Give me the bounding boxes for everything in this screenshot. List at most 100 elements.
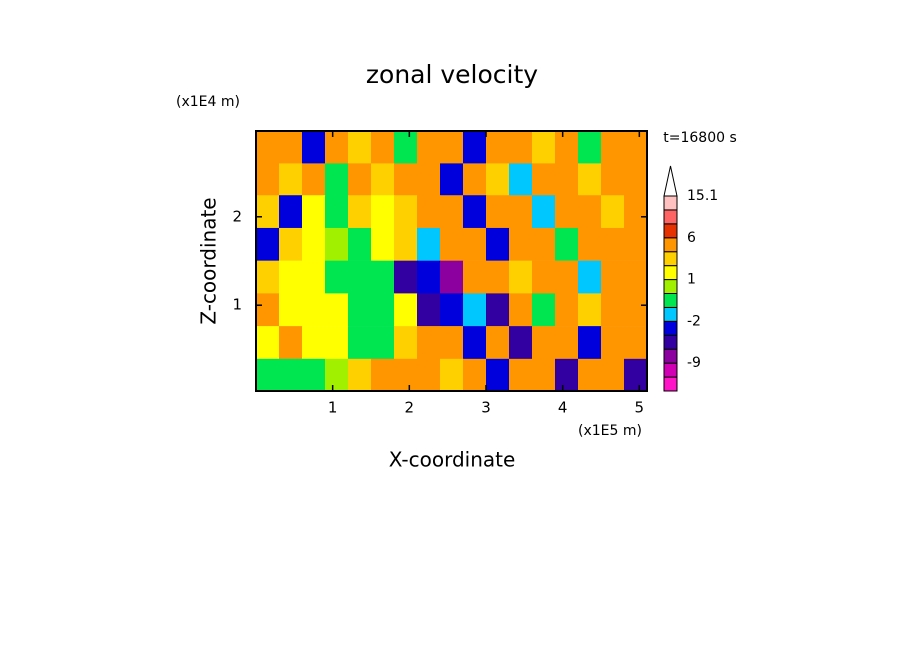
field-cell (532, 260, 556, 294)
field-cell (532, 326, 556, 360)
field-cell (302, 163, 326, 197)
field-cell (279, 358, 303, 392)
field-cell (486, 358, 510, 392)
field-cell (578, 293, 602, 327)
y-unit: (x1E4 m) (176, 94, 240, 110)
field-cell (509, 227, 533, 261)
colorbar-label: 15.1 (687, 188, 718, 204)
field-cell (279, 195, 303, 229)
field-cell (532, 163, 556, 197)
field-cell (394, 130, 418, 164)
field-cell (325, 326, 349, 360)
field-cell (417, 260, 441, 294)
field-cell (532, 227, 556, 261)
field-cell (440, 195, 464, 229)
field-cell (348, 195, 372, 229)
colorbar-label: -2 (687, 313, 701, 329)
field-cell (509, 260, 533, 294)
time-label: t=16800 s (663, 130, 737, 146)
x-axis-label: X-coordinate (389, 448, 516, 472)
field-cell (279, 227, 303, 261)
colorbar-label: 6 (687, 230, 696, 246)
field-cell (394, 260, 418, 294)
y-axis-label: Z-coordinate (197, 197, 221, 324)
y-tick-label: 2 (232, 207, 242, 225)
field-cell (371, 358, 395, 392)
field-cell (486, 326, 510, 360)
field-cell (256, 358, 280, 392)
field-cell (601, 163, 625, 197)
field-cell (371, 293, 395, 327)
field-cell (624, 130, 648, 164)
field-cell (509, 358, 533, 392)
field-cell (463, 195, 487, 229)
field-cell (394, 227, 418, 261)
field-cell (417, 195, 441, 229)
x-tick-label: 5 (635, 399, 645, 417)
field-cell (601, 358, 625, 392)
field-cell (302, 227, 326, 261)
x-tick-label: 4 (558, 399, 568, 417)
field-cell (348, 227, 372, 261)
field-cell (325, 358, 349, 392)
field-cell (256, 326, 280, 360)
colorbar-label: 1 (687, 272, 696, 288)
field-cell (302, 326, 326, 360)
field-cell (417, 358, 441, 392)
field-cell (555, 163, 579, 197)
field-cell (601, 260, 625, 294)
field-cell (279, 260, 303, 294)
field-cell (302, 293, 326, 327)
colorbar-box (663, 334, 678, 350)
field-cell (302, 358, 326, 392)
colorbar-box (663, 306, 678, 322)
colorbar-box (663, 376, 678, 392)
field-cell (463, 227, 487, 261)
field-cell (348, 358, 372, 392)
field-cell (601, 195, 625, 229)
field-cell (555, 358, 579, 392)
field-cell (578, 195, 602, 229)
field-cell (624, 326, 648, 360)
field-cell (325, 293, 349, 327)
field-cell (601, 227, 625, 261)
field-cell (624, 260, 648, 294)
x-tick-label: 1 (328, 399, 338, 417)
field-cell (509, 195, 533, 229)
colorbar-arrow (663, 165, 678, 197)
field-cell (394, 293, 418, 327)
y-tick-label: 1 (232, 296, 242, 314)
field-cell (578, 260, 602, 294)
x-unit: (x1E5 m) (578, 423, 642, 439)
field-cell (394, 358, 418, 392)
field-cell (348, 293, 372, 327)
field-cell (256, 163, 280, 197)
x-tick-label: 3 (481, 399, 491, 417)
field-cell (509, 163, 533, 197)
field-cell (555, 227, 579, 261)
field-cell (555, 293, 579, 327)
field-cell (348, 326, 372, 360)
field-cell (463, 293, 487, 327)
field-cell (624, 163, 648, 197)
field-cell (279, 326, 303, 360)
colorbar-box (663, 293, 678, 308)
field-cell (463, 130, 487, 164)
field-cell (463, 163, 487, 197)
field-cell (463, 260, 487, 294)
colorbar-label: -9 (687, 355, 701, 371)
field-cell (578, 130, 602, 164)
colorbar-box (663, 237, 678, 253)
field-cell (302, 195, 326, 229)
colorbar-box (663, 223, 678, 239)
field-cell (256, 195, 280, 229)
field-cell (624, 227, 648, 261)
field-cell (371, 326, 395, 360)
field-cell (371, 260, 395, 294)
field-cell (555, 195, 579, 229)
field-cell (486, 130, 510, 164)
field-cell (394, 163, 418, 197)
field-cell (509, 293, 533, 327)
field-cell (371, 195, 395, 229)
